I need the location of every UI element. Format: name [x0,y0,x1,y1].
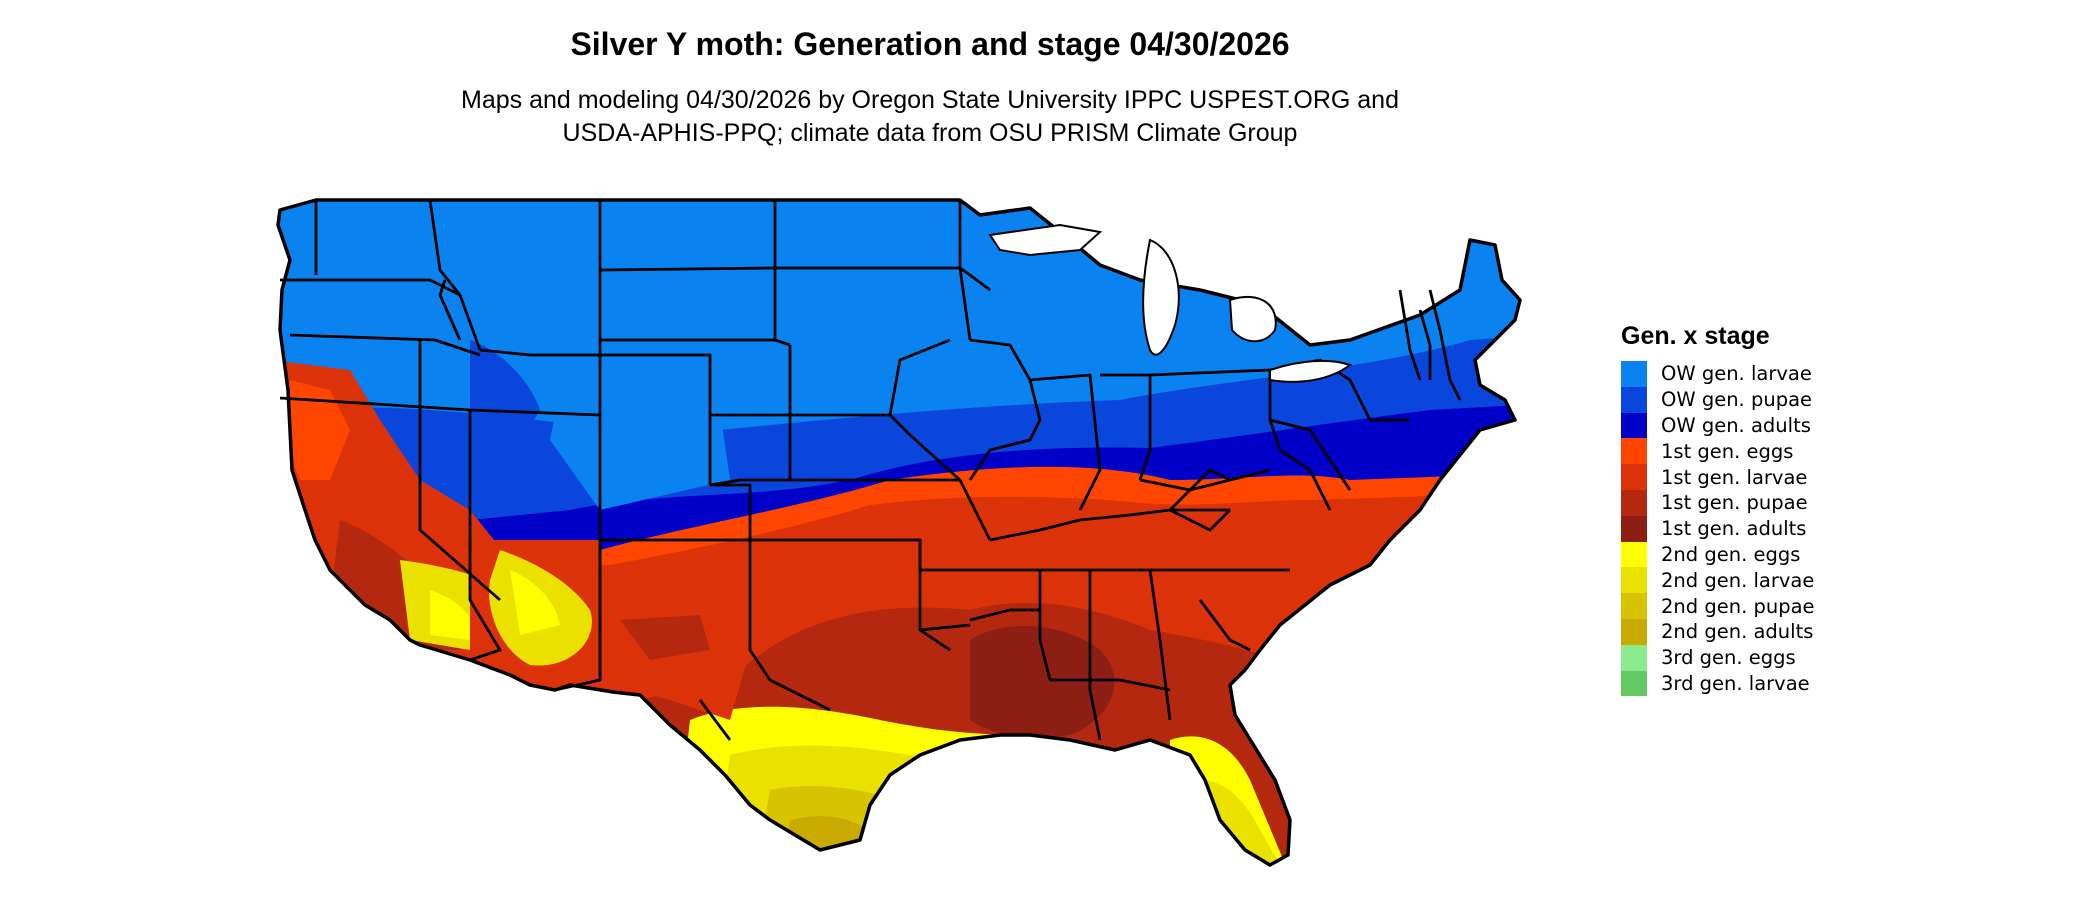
legend-item: OW gen. adults [1621,412,1815,439]
subtitle-line-2: USDA-APHIS-PPQ; climate data from OSU PR… [562,119,1298,147]
legend-label: OW gen. adults [1661,413,1811,437]
legend-title: Gen. x stage [1621,322,1770,350]
legend-label: 1st gen. larvae [1661,465,1808,489]
legend-item: 2nd gen. adults [1621,618,1815,645]
legend-swatch [1621,541,1647,568]
legend-label: 1st gen. pupae [1661,491,1808,515]
legend-swatch [1621,464,1647,490]
state-borders [279,198,1462,741]
legend-label: 2nd gen. larvae [1661,568,1815,592]
legend-label: 2nd gen. pupae [1661,594,1815,618]
legend-item: 1st gen. larvae [1621,464,1815,490]
legend-item: 3rd gen. larvae [1621,670,1815,697]
legend-item: OW gen. pupae [1621,386,1815,413]
legend-item: 1st gen. eggs [1621,438,1815,465]
legend-swatch [1621,386,1647,413]
legend-label: 2nd gen. eggs [1661,542,1801,566]
subtitle-line-1: Maps and modeling 04/30/2026 by Oregon S… [461,86,1399,114]
legend-swatch [1621,361,1647,387]
legend-swatch [1621,644,1647,671]
legend-item: 1st gen. pupae [1621,489,1815,516]
legend-items: OW gen. larvae OW gen. pupae OW gen. adult… [1621,361,1815,697]
legend-swatch [1621,567,1647,594]
legend-label: OW gen. larvae [1661,362,1812,386]
legend-swatch [1621,515,1647,542]
map-subtitle: Maps and modeling 04/30/2026 by Oregon S… [0,84,1860,150]
us-phenology-map [276,198,1522,867]
legend-item: 2nd gen. pupae [1621,593,1815,619]
legend-label: 2nd gen. adults [1661,620,1814,644]
legend-swatch [1621,593,1647,619]
legend-swatch [1621,438,1647,465]
legend-item: 2nd gen. eggs [1621,541,1815,568]
legend-swatch [1621,670,1647,697]
legend-item: 3rd gen. eggs [1621,644,1815,671]
legend-item: 1st gen. adults [1621,515,1815,542]
legend-swatch [1621,489,1647,516]
legend-swatch [1621,412,1647,439]
great-lakes [988,223,1353,383]
legend-item: 2nd gen. larvae [1621,567,1815,594]
legend-item: OW gen. larvae [1621,361,1815,387]
legend-label: 1st gen. adults [1661,517,1807,541]
legend-label: 3rd gen. larvae [1661,671,1810,695]
legend-swatch [1621,618,1647,645]
legend-label: OW gen. pupae [1661,388,1813,412]
map-legend: Gen. x stage OW gen. larvae OW gen. pupae… [1621,322,1815,697]
map-title: Silver Y moth: Generation and stage 04/3… [570,26,1290,62]
legend-label: 1st gen. eggs [1661,439,1794,463]
legend-label: 3rd gen. eggs [1661,646,1796,670]
